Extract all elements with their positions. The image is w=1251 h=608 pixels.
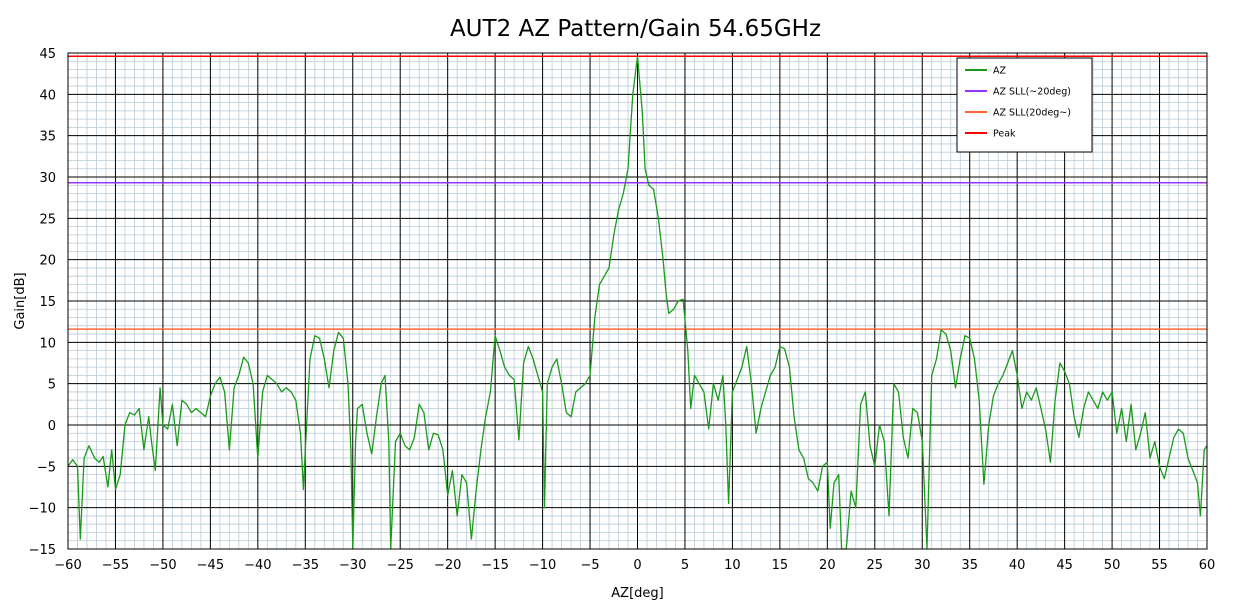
x-tick-labels: −60 −55 −50 −45 −40 −35 −30 −25 −20 −15 −10 −5 0 5 10 1…: [54, 558, 1215, 573]
x-tick-label: −25: [386, 558, 413, 573]
y-tick-label: 15: [39, 295, 56, 310]
x-axis-label: AZ[deg]: [611, 586, 663, 601]
x-tick-label: −10: [529, 558, 556, 573]
y-tick-label: 40: [39, 88, 56, 103]
x-tick-label: 60: [1199, 558, 1216, 573]
series-line: [67, 55, 1208, 550]
y-tick-label: 45: [39, 47, 56, 62]
x-tick-label: −50: [149, 558, 176, 573]
x-tick-label: 55: [1151, 558, 1168, 573]
x-tick-label: 15: [772, 558, 789, 573]
y-tick-labels: −15 −10 −5 0 5 10 15 20 25 30 35 40 45: [29, 47, 56, 558]
y-axis-label: Gain[dB]: [13, 272, 28, 329]
x-tick-label: −15: [481, 558, 508, 573]
x-tick-label: 40: [1009, 558, 1026, 573]
legend-entry: AZ: [993, 66, 1006, 77]
x-tick-label: 25: [867, 558, 884, 573]
y-tick-label: 0: [48, 419, 56, 434]
x-tick-label: −60: [54, 558, 81, 573]
legend-entry: AZ SLL(20deg~): [993, 108, 1071, 119]
y-tick-label: −10: [29, 502, 56, 517]
y-tick-label: −5: [37, 460, 56, 475]
y-tick-label: 5: [48, 378, 56, 393]
x-tick-label: 35: [961, 558, 978, 573]
legend-entry: Peak: [993, 129, 1016, 140]
legend: AZ AZ SLL(~20deg) AZ SLL(20deg~) Peak: [956, 57, 1093, 153]
x-tick-label: 30: [914, 558, 931, 573]
x-tick-label: 0: [633, 558, 641, 573]
x-tick-label: −45: [197, 558, 224, 573]
y-tick-label: 25: [39, 212, 56, 227]
plot-frame: [67, 52, 1208, 550]
y-tick-label: 10: [39, 336, 56, 351]
chart-title: AUT2 AZ Pattern/Gain 54.65GHz: [449, 16, 822, 42]
x-tick-label: 10: [724, 558, 741, 573]
y-tick-label: 35: [39, 130, 56, 145]
x-tick-label: −55: [102, 558, 129, 573]
x-tick-label: 50: [1104, 558, 1121, 573]
x-tick-label: −40: [244, 558, 271, 573]
legend-box: [956, 57, 1093, 153]
x-tick-label: 20: [819, 558, 836, 573]
data-series: [67, 55, 1208, 550]
legend-entry: AZ SLL(~20deg): [993, 87, 1071, 98]
y-tick-label: 20: [39, 254, 56, 269]
x-tick-label: 45: [1056, 558, 1073, 573]
y-tick-label: 30: [39, 171, 56, 186]
x-tick-label: 5: [681, 558, 689, 573]
x-tick-label: −35: [292, 558, 319, 573]
x-tick-label: −30: [339, 558, 366, 573]
x-tick-label: −20: [434, 558, 461, 573]
y-tick-label: −15: [29, 543, 56, 558]
x-tick-label: −5: [580, 558, 599, 573]
